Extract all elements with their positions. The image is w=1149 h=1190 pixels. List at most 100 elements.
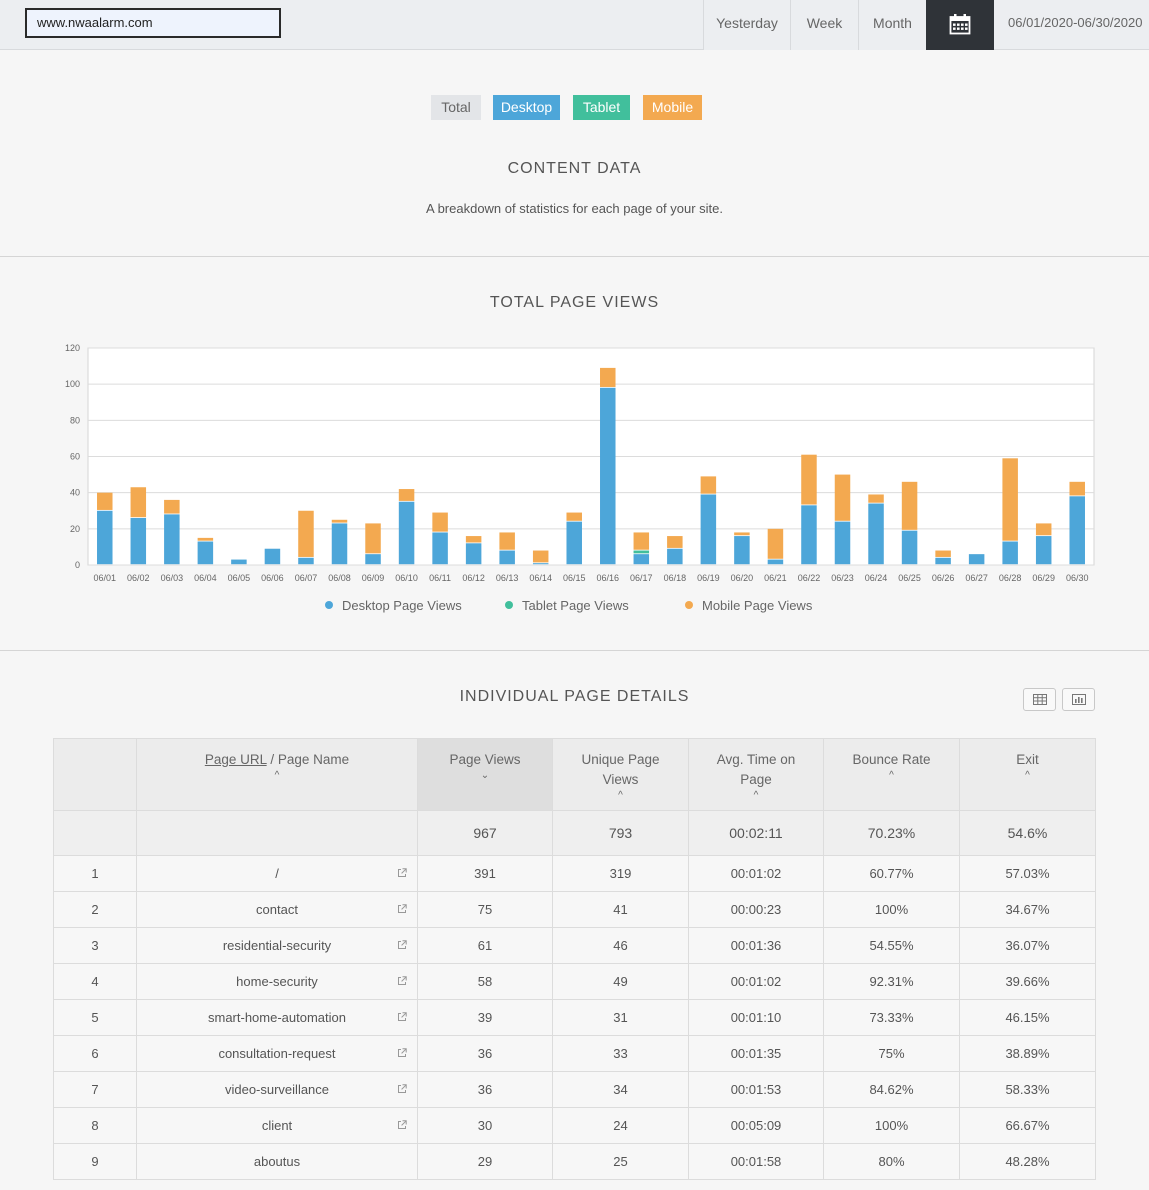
avg-time-column-header[interactable]: Avg. Time on Page ^: [688, 738, 824, 811]
sort-up-icon[interactable]: ^: [889, 770, 894, 781]
page-url-cell[interactable]: consultation-request: [136, 1035, 418, 1072]
bar-segment: [1035, 523, 1052, 536]
avg-time-cell: 00:01:36: [688, 927, 824, 964]
filter-desktop-button[interactable]: Desktop: [493, 95, 560, 120]
page-url-cell[interactable]: client: [136, 1107, 418, 1144]
sort-up-icon[interactable]: ^: [753, 790, 759, 801]
x-tick-label: 06/25: [898, 573, 921, 583]
page-url-value: smart-home-automation: [208, 1010, 346, 1025]
bar-segment: [398, 501, 415, 565]
site-url-input[interactable]: www.nwaalarm.com: [25, 8, 281, 38]
external-link-icon[interactable]: [397, 1120, 407, 1130]
bar-segment: [834, 521, 851, 565]
bar-segment: [801, 505, 817, 565]
unique-views-cell: 24: [552, 1107, 689, 1144]
content-data-title: CONTENT DATA: [507, 160, 642, 177]
page-views-value: 36: [477, 1082, 493, 1097]
bar-segment: [164, 514, 180, 565]
page-url-cell[interactable]: smart-home-automation: [136, 999, 418, 1036]
legend-desktop[interactable]: Desktop Page Views: [325, 598, 462, 613]
page-views-value: 36: [477, 1046, 493, 1061]
filter-mobile-button[interactable]: Mobile: [643, 95, 702, 120]
bar-segment: [1069, 496, 1085, 565]
external-link-icon[interactable]: [397, 940, 407, 950]
external-link-icon[interactable]: [397, 904, 407, 914]
bar-segment: [231, 559, 247, 565]
range-month-button[interactable]: Month: [858, 0, 926, 50]
bar-segment: [667, 548, 683, 565]
sort-up-icon[interactable]: ^: [1025, 770, 1030, 781]
x-tick-label: 06/02: [127, 573, 150, 583]
unique-views-column-header[interactable]: Unique Page Views ^: [552, 738, 689, 811]
bar-segment: [130, 517, 147, 565]
y-tick-label: 120: [65, 343, 80, 353]
legend-tablet[interactable]: Tablet Page Views: [505, 598, 629, 613]
x-tick-label: 06/29: [1032, 573, 1055, 583]
bar-segment: [264, 548, 281, 565]
exit-column-header[interactable]: Exit ^: [959, 738, 1096, 811]
legend-mobile[interactable]: Mobile Page Views: [685, 598, 812, 613]
sort-up-icon[interactable]: ^: [618, 790, 623, 801]
page-views-cell: 30: [417, 1107, 553, 1144]
filter-total-button[interactable]: Total: [431, 95, 481, 120]
page-url-cell[interactable]: residential-security: [136, 927, 418, 964]
page-url-cell[interactable]: home-security: [136, 963, 418, 1000]
page-views-value: 58: [477, 974, 493, 989]
exit-value: 46.15%: [1005, 1010, 1050, 1025]
unique-views-value: 25: [613, 1154, 628, 1169]
page-views-column-header[interactable]: Page Views ⌄: [417, 738, 553, 811]
avg-time-value: 00:01:35: [730, 1046, 782, 1061]
top-bar: www.nwaalarm.com Yesterday Week Month 06…: [0, 0, 1149, 50]
header-label: Avg. Time on Page: [716, 752, 796, 787]
bounce-rate-column-header[interactable]: Bounce Rate ^: [823, 738, 960, 811]
x-tick-label: 06/24: [865, 573, 888, 583]
calendar-button[interactable]: [926, 0, 994, 50]
date-range-label[interactable]: 06/01/2020-06/30/2020: [1008, 15, 1143, 30]
x-tick-label: 06/21: [764, 573, 787, 583]
calendar-icon: [949, 14, 971, 35]
x-tick-label: 06/11: [429, 573, 451, 583]
table-row: 6 consultation-request 36 33 00:01:35 75% 38.8…: [53, 1035, 1096, 1072]
bar-segment: [901, 481, 918, 530]
sort-up-icon[interactable]: ^: [274, 770, 280, 781]
avg-time-cell: 00:01:58: [688, 1143, 824, 1180]
bar-segment: [164, 499, 180, 514]
bar-segment: [1002, 458, 1018, 541]
bounce-rate-value: 84.62%: [869, 1082, 914, 1097]
page-details-title: INDIVIDUAL PAGE DETAILS: [459, 688, 690, 705]
bounce-rate-value: 60.77%: [869, 866, 914, 881]
unique-views-value: 31: [613, 1010, 628, 1025]
unique-views-value: 49: [613, 974, 628, 989]
external-link-icon[interactable]: [397, 1048, 407, 1058]
page-url-cell[interactable]: contact: [136, 891, 418, 928]
bar-segment: [432, 532, 448, 565]
exit-cell: 38.89%: [959, 1035, 1096, 1072]
exit-value: 48.28%: [1005, 1154, 1050, 1169]
bar-segment: [935, 550, 951, 557]
filter-tablet-button[interactable]: Tablet: [573, 95, 630, 120]
external-link-icon[interactable]: [397, 1012, 407, 1022]
table-view-button[interactable]: [1023, 688, 1056, 711]
unique-views-value: 34: [613, 1082, 628, 1097]
page-url-sort-link[interactable]: Page URL: [204, 752, 267, 767]
range-yesterday-button[interactable]: Yesterday: [703, 0, 790, 50]
chart-view-button[interactable]: [1062, 688, 1095, 711]
bar-segment: [331, 523, 348, 565]
sort-down-icon[interactable]: ⌄: [480, 770, 490, 781]
external-link-icon[interactable]: [397, 868, 407, 878]
x-tick-label: 06/15: [563, 573, 586, 583]
range-week-button[interactable]: Week: [790, 0, 858, 50]
avg-time-cell: 00:00:23: [688, 891, 824, 928]
page-url-cell[interactable]: aboutus: [136, 1143, 418, 1180]
page-views-cell: 29: [417, 1143, 553, 1180]
page-views-cell: 39: [417, 999, 553, 1036]
page-url-cell[interactable]: video-surveillance: [136, 1071, 418, 1108]
avg-time-cell: 00:01:02: [688, 855, 824, 892]
x-tick-label: 06/08: [328, 573, 351, 583]
page-url-cell[interactable]: /: [136, 855, 418, 892]
page-url-column-header[interactable]: Page URL / Page Name ^: [136, 738, 418, 811]
bounce-rate-cell: 73.33%: [823, 999, 960, 1036]
bar-segment: [398, 489, 415, 501]
external-link-icon[interactable]: [397, 1084, 407, 1094]
external-link-icon[interactable]: [397, 976, 407, 986]
